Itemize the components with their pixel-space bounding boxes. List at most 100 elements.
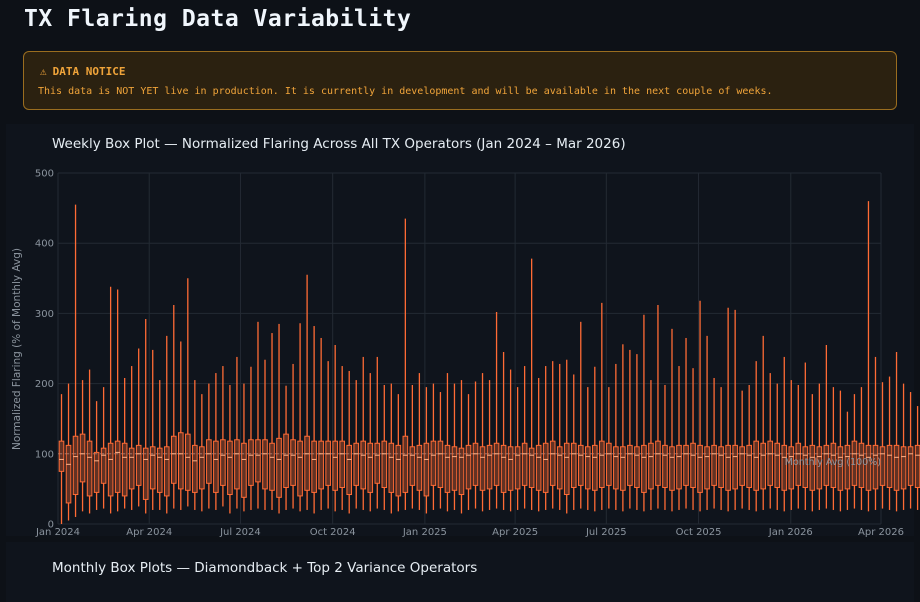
weekly-box[interactable] <box>163 335 170 514</box>
weekly-box[interactable] <box>402 218 409 510</box>
weekly-box[interactable] <box>318 337 324 510</box>
weekly-box[interactable] <box>641 314 647 512</box>
weekly-box[interactable] <box>655 304 661 509</box>
weekly-box[interactable] <box>234 356 240 509</box>
weekly-box[interactable] <box>416 373 423 510</box>
weekly-box[interactable] <box>262 359 268 510</box>
weekly-box[interactable] <box>388 383 395 514</box>
weekly-box[interactable] <box>360 356 367 510</box>
weekly-box[interactable] <box>213 373 219 510</box>
weekly-box[interactable] <box>220 366 226 507</box>
weekly-box[interactable] <box>444 373 451 512</box>
weekly-box[interactable] <box>325 361 331 509</box>
weekly-box[interactable] <box>802 362 809 510</box>
weekly-box[interactable] <box>823 344 830 509</box>
weekly-box[interactable] <box>500 352 507 510</box>
weekly-box[interactable] <box>493 311 500 509</box>
weekly-box[interactable] <box>886 376 893 510</box>
weekly-box[interactable] <box>718 387 724 510</box>
weekly-box[interactable] <box>276 323 282 514</box>
weekly-box[interactable] <box>711 377 717 509</box>
weekly-box[interactable] <box>858 387 865 510</box>
weekly-box[interactable] <box>620 344 626 512</box>
weekly-box[interactable] <box>907 392 914 509</box>
weekly-box[interactable] <box>192 380 198 510</box>
weekly-box[interactable] <box>304 274 310 510</box>
weekly-box[interactable] <box>570 374 577 510</box>
weekly-box[interactable] <box>914 406 920 510</box>
weekly-box[interactable] <box>528 258 535 510</box>
weekly-box[interactable] <box>697 300 703 512</box>
weekly-box[interactable] <box>549 361 556 509</box>
weekly-box[interactable] <box>107 286 114 514</box>
weekly-box[interactable] <box>135 348 142 507</box>
weekly-box[interactable] <box>227 385 233 514</box>
weekly-box[interactable] <box>206 383 212 509</box>
weekly-box[interactable] <box>241 383 247 512</box>
weekly-box[interactable] <box>893 352 900 512</box>
weekly-box[interactable] <box>128 366 135 510</box>
weekly-box[interactable] <box>199 394 205 512</box>
weekly-box[interactable] <box>486 380 493 510</box>
weekly-box[interactable] <box>149 349 156 510</box>
weekly-box[interactable] <box>248 366 254 510</box>
weekly-box[interactable] <box>739 390 745 509</box>
weekly-box[interactable] <box>297 323 303 512</box>
weekly-box[interactable] <box>704 335 710 510</box>
weekly-box[interactable] <box>472 381 479 509</box>
weekly-box[interactable] <box>311 326 317 514</box>
weekly-box[interactable] <box>86 369 93 514</box>
weekly-box[interactable] <box>58 394 65 524</box>
weekly-box[interactable] <box>851 394 858 509</box>
weekly-box[interactable] <box>465 394 472 510</box>
weekly-box[interactable] <box>844 411 851 510</box>
weekly-box[interactable] <box>563 359 570 514</box>
weekly-box[interactable] <box>879 382 886 509</box>
weekly-box[interactable] <box>142 319 149 514</box>
weekly-box-plot[interactable]: 0 100 200 300 400 500 Jan 2024 Apr 2024 Jul 202… <box>0 0 920 584</box>
weekly-box[interactable] <box>79 380 86 512</box>
weekly-box[interactable] <box>346 370 353 514</box>
weekly-box[interactable] <box>613 363 619 510</box>
weekly-box[interactable] <box>409 385 416 509</box>
weekly-box[interactable] <box>634 354 640 510</box>
weekly-box[interactable] <box>156 380 163 510</box>
weekly-box[interactable] <box>514 387 521 510</box>
weekly-box[interactable] <box>606 387 612 509</box>
weekly-box[interactable] <box>732 309 738 510</box>
weekly-box[interactable] <box>767 373 774 509</box>
weekly-box[interactable] <box>760 335 767 510</box>
weekly-box[interactable] <box>451 383 458 510</box>
weekly-box[interactable] <box>374 356 381 509</box>
weekly-box[interactable] <box>592 366 598 512</box>
weekly-box[interactable] <box>599 302 605 510</box>
weekly-box[interactable] <box>795 385 802 509</box>
weekly-box[interactable] <box>900 383 907 510</box>
weekly-box[interactable] <box>185 278 191 507</box>
weekly-box[interactable] <box>556 363 563 510</box>
weekly-box[interactable] <box>507 369 514 512</box>
weekly-box[interactable] <box>290 363 296 509</box>
weekly-box[interactable] <box>690 368 696 510</box>
weekly-box[interactable] <box>774 383 781 510</box>
weekly-box[interactable] <box>830 387 837 510</box>
weekly-box[interactable] <box>437 392 444 509</box>
weekly-box[interactable] <box>809 394 816 512</box>
weekly-box[interactable] <box>788 380 795 510</box>
weekly-box[interactable] <box>177 341 184 510</box>
weekly-box[interactable] <box>65 383 72 521</box>
weekly-box[interactable] <box>865 201 872 512</box>
weekly-box[interactable] <box>872 356 879 510</box>
weekly-box[interactable] <box>781 356 788 512</box>
weekly-box[interactable] <box>283 385 289 510</box>
weekly-box[interactable] <box>535 377 542 512</box>
weekly-box[interactable] <box>577 321 584 509</box>
weekly-box[interactable] <box>381 385 388 510</box>
weekly-box[interactable] <box>114 289 121 512</box>
weekly-box[interactable] <box>72 204 79 517</box>
weekly-box[interactable] <box>725 307 731 512</box>
weekly-box[interactable] <box>521 366 528 509</box>
weekly-box[interactable] <box>332 344 338 512</box>
weekly-box[interactable] <box>353 380 360 509</box>
weekly-box[interactable] <box>584 387 591 510</box>
